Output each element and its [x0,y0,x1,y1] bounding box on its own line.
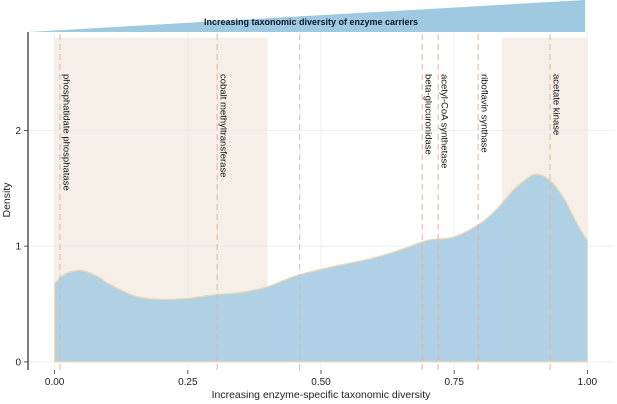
enzyme-labels: phosphatidate phosphatase cobalt methyltr… [60,74,561,191]
x-tick-label-1: 0.00 [45,377,65,388]
density-curve-group [53,173,589,363]
y-tick-label-2: 1 [15,242,21,253]
x-tick-label-3: 0.50 [311,377,331,388]
enzyme-dashed-lines [59,34,551,370]
x-tick-label-2: 0.25 [178,377,198,388]
tick-labels: 0.00 0.25 0.50 0.75 1.00 0 1 2 [15,126,597,388]
enzyme-label-3: beta-glucuronidase [423,74,434,155]
x-axis-title: Increasing enzyme-specific taxonomic div… [212,389,432,401]
density-area [54,174,588,362]
banner-title: Increasing taxonomic diversity of enzyme… [204,17,418,27]
density-outline [53,173,589,362]
enzyme-label-5: riboflavin synthase [479,74,490,153]
y-axis-title: Density [1,182,13,218]
enzyme-label-2: cobalt methyltransferase [218,74,229,178]
x-tick-label-5: 1.00 [578,377,598,388]
enzyme-label-6: acetate kinase [551,74,562,135]
x-tick-label-4: 0.75 [444,377,464,388]
y-tick-label-3: 2 [15,126,21,137]
banner-group: Increasing taxonomic diversity of enzyme… [28,0,585,32]
enzyme-label-1: phosphatidate phosphatase [60,74,71,191]
diversity-gradient-wedge [28,0,585,32]
enzyme-label-4: acetyl-CoA synthetase [439,74,450,169]
y-tick-label-1: 0 [15,357,21,368]
